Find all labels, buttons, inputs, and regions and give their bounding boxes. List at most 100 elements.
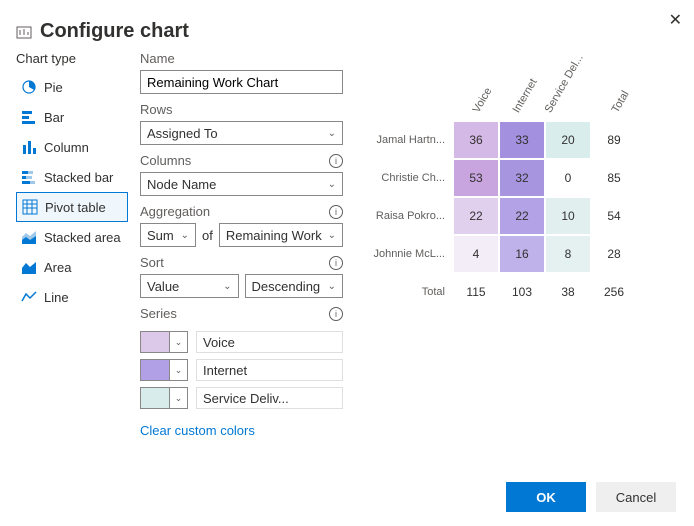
chevron-down-icon: ⌄ — [328, 128, 336, 139]
chevron-down-icon: ⌄ — [328, 281, 336, 292]
pivot-cell: 28 — [591, 235, 637, 273]
pivot-cell: 22 — [499, 197, 545, 235]
column-icon — [20, 138, 38, 156]
chart-type-pie[interactable]: Pie — [16, 72, 128, 102]
chevron-down-icon: ⌄ — [169, 332, 187, 352]
sort-by-select[interactable]: Value ⌄ — [140, 274, 239, 298]
chart-type-stacked-bar[interactable]: Stacked bar — [16, 162, 128, 192]
series-color-picker[interactable]: ⌄ — [140, 359, 188, 381]
pivot-cell: 22 — [453, 197, 499, 235]
cancel-button[interactable]: Cancel — [596, 482, 676, 512]
chart-preview: VoiceInternetService Del...TotalJamal Ha… — [343, 51, 678, 438]
series-color-picker[interactable]: ⌄ — [140, 387, 188, 409]
sort-label: Sort — [140, 255, 164, 270]
info-icon[interactable]: i — [329, 205, 343, 219]
info-icon[interactable]: i — [329, 256, 343, 270]
sort-dir-select[interactable]: Descending ⌄ — [245, 274, 344, 298]
name-input[interactable] — [140, 70, 343, 94]
series-label: Internet — [196, 359, 343, 381]
chart-type-list: Chart type Pie Bar Column Stacked bar Pi… — [16, 51, 128, 438]
series-label: Voice — [196, 331, 343, 353]
chart-type-label-text: Pivot table — [45, 200, 106, 215]
pivot-totals-label: Total — [371, 273, 453, 311]
chart-type-stacked-area[interactable]: Stacked area — [16, 222, 128, 252]
config-form: Name Rows Assigned To ⌄ Columns i Node N… — [128, 51, 343, 438]
chart-type-label-text: Stacked bar — [44, 170, 113, 185]
pivot-row-header: Raisa Pokro... — [371, 197, 453, 235]
chart-type-column[interactable]: Column — [16, 132, 128, 162]
aggregation-field-select[interactable]: Remaining Work ⌄ — [219, 223, 343, 247]
chart-type-line[interactable]: Line — [16, 282, 128, 312]
pivot-cell: 8 — [545, 235, 591, 273]
pie-icon — [20, 78, 38, 96]
aggregation-func-select[interactable]: Sum ⌄ — [140, 223, 196, 247]
pivot-cell: 36 — [453, 121, 499, 159]
area-icon — [20, 258, 38, 276]
pivot-cell: 0 — [545, 159, 591, 197]
chart-type-label-text: Stacked area — [44, 230, 121, 245]
stacked-bar-icon — [20, 168, 38, 186]
chart-type-label-text: Pie — [44, 80, 63, 95]
series-row: ⌄ Service Deliv... — [140, 387, 343, 409]
sort-dir-value: Descending — [252, 279, 321, 294]
pivot-column-header: Total — [591, 71, 637, 121]
columns-select[interactable]: Node Name ⌄ — [140, 172, 343, 196]
aggregation-label: Aggregation — [140, 204, 210, 219]
series-color-swatch — [141, 360, 169, 380]
rows-label: Rows — [140, 102, 173, 117]
pivot-table: VoiceInternetService Del...TotalJamal Ha… — [371, 71, 678, 311]
chevron-down-icon: ⌄ — [328, 230, 336, 241]
pivot-row-header: Johnnie McL... — [371, 235, 453, 273]
chart-config-icon — [16, 24, 32, 40]
aggregation-field-value: Remaining Work — [226, 228, 322, 243]
chart-type-label-text: Line — [44, 290, 69, 305]
pivot-row-header: Christie Ch... — [371, 159, 453, 197]
series-label: Series — [140, 306, 177, 321]
close-button[interactable]: ✕ — [669, 10, 682, 30]
columns-value: Node Name — [147, 177, 216, 192]
pivot-cell: 4 — [453, 235, 499, 273]
pivot-total-cell: 115 — [453, 273, 499, 311]
pivot-cell: 33 — [499, 121, 545, 159]
chevron-down-icon: ⌄ — [169, 360, 187, 380]
bar-icon — [20, 108, 38, 126]
dialog-title: Configure chart — [40, 20, 189, 43]
chart-type-label: Chart type — [16, 51, 128, 66]
pivot-cell: 20 — [545, 121, 591, 159]
chart-type-area[interactable]: Area — [16, 252, 128, 282]
rows-select[interactable]: Assigned To ⌄ — [140, 121, 343, 145]
aggregation-func-value: Sum — [147, 228, 174, 243]
series-color-swatch — [141, 332, 169, 352]
pivot-cell: 54 — [591, 197, 637, 235]
stacked-area-icon — [20, 228, 38, 246]
chevron-down-icon: ⌄ — [328, 179, 336, 190]
series-row: ⌄ Internet — [140, 359, 343, 381]
pivot-table-icon — [21, 198, 39, 216]
pivot-cell: 53 — [453, 159, 499, 197]
line-icon — [20, 288, 38, 306]
chart-type-label-text: Bar — [44, 110, 64, 125]
series-row: ⌄ Voice — [140, 331, 343, 353]
series-color-picker[interactable]: ⌄ — [140, 331, 188, 353]
rows-value: Assigned To — [147, 126, 218, 141]
info-icon[interactable]: i — [329, 154, 343, 168]
chevron-down-icon: ⌄ — [223, 281, 231, 292]
series-label: Service Deliv... — [196, 387, 343, 409]
pivot-column-header: Voice — [453, 71, 499, 121]
pivot-cell: 89 — [591, 121, 637, 159]
info-icon[interactable]: i — [329, 307, 343, 321]
chevron-down-icon: ⌄ — [169, 388, 187, 408]
chart-type-bar[interactable]: Bar — [16, 102, 128, 132]
chart-type-label-text: Area — [44, 260, 71, 275]
chart-type-label-text: Column — [44, 140, 89, 155]
pivot-cell: 32 — [499, 159, 545, 197]
series-color-swatch — [141, 388, 169, 408]
pivot-cell: 16 — [499, 235, 545, 273]
chart-type-pivot-table[interactable]: Pivot table — [16, 192, 128, 222]
ok-button[interactable]: OK — [506, 482, 586, 512]
clear-custom-colors-link[interactable]: Clear custom colors — [140, 423, 343, 438]
dialog-footer: OK Cancel — [506, 482, 676, 512]
pivot-total-cell: 103 — [499, 273, 545, 311]
dialog-header: Configure chart — [0, 0, 694, 51]
sort-by-value: Value — [147, 279, 179, 294]
